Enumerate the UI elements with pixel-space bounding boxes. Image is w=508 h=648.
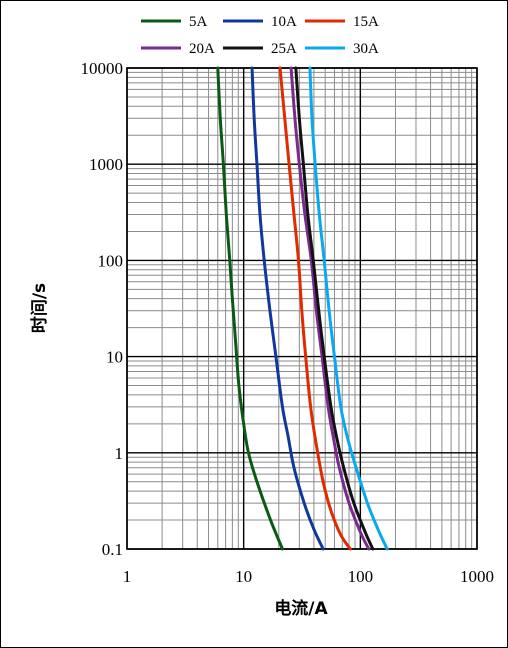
series-line-25a xyxy=(294,66,375,551)
series-line-15a xyxy=(278,66,352,551)
x-tick-label: 1 xyxy=(123,567,132,586)
y-tick-label: 0.1 xyxy=(102,540,123,559)
y-tick-label: 1000 xyxy=(89,155,123,174)
y-tick-label: 10000 xyxy=(81,59,124,78)
series-line-10a xyxy=(250,66,325,551)
legend-label-30a: 30A xyxy=(353,41,379,57)
series-line-20a xyxy=(289,66,371,551)
series-line-30a xyxy=(308,66,389,551)
series-lines xyxy=(216,66,389,551)
y-tick-label: 1 xyxy=(115,444,124,463)
plot-border xyxy=(126,67,478,550)
legend: 5A 10A 15A 20A 25A 30A xyxy=(141,14,379,57)
series-line-5a xyxy=(216,66,284,551)
legend-label-20a: 20A xyxy=(189,41,215,57)
y-axis-title: 时间/s xyxy=(29,283,50,333)
legend-label-5a: 5A xyxy=(189,14,208,30)
grid xyxy=(126,67,478,550)
y-tick-label: 100 xyxy=(98,251,124,270)
legend-label-15a: 15A xyxy=(353,14,379,30)
x-tick-label: 100 xyxy=(348,567,374,586)
y-tick-label: 10 xyxy=(106,348,123,367)
x-axis-title: 电流/A xyxy=(274,598,328,619)
x-tick-label: 10 xyxy=(235,567,252,586)
legend-label-10a: 10A xyxy=(271,14,297,30)
x-tick-label: 1000 xyxy=(460,567,494,586)
legend-label-25a: 25A xyxy=(271,41,297,57)
